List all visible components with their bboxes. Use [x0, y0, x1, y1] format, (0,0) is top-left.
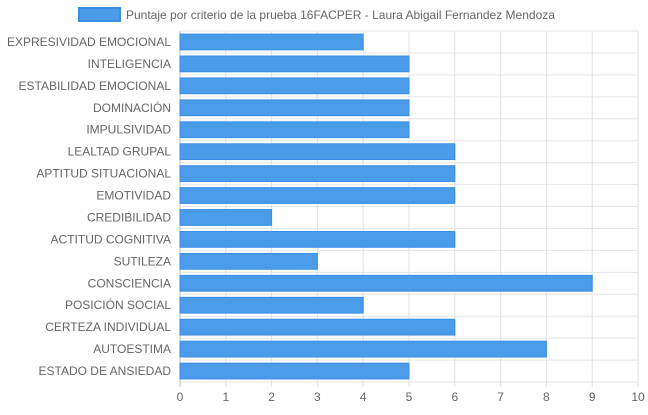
- bar[interactable]: [179, 340, 547, 358]
- category-label: CREDIBILIDAD: [87, 210, 171, 224]
- bar[interactable]: [179, 296, 364, 314]
- category-label: ACTITUD COGNITIVA: [51, 232, 171, 246]
- category-label: APTITUD SITUACIONAL: [36, 167, 171, 181]
- x-tick-label: 6: [451, 390, 458, 404]
- bar[interactable]: [179, 165, 456, 182]
- bar[interactable]: [179, 121, 410, 139]
- bar[interactable]: [179, 252, 318, 270]
- bars: [179, 33, 593, 380]
- bar[interactable]: [179, 318, 456, 336]
- x-tick-label: 1: [222, 390, 229, 404]
- x-tick-label: 8: [543, 390, 550, 404]
- category-label: ESTABILIDAD EMOCIONAL: [19, 79, 172, 93]
- x-tick-label: 4: [360, 390, 367, 404]
- category-label: DOMINACIÓN: [93, 100, 171, 115]
- bar[interactable]: [179, 55, 410, 73]
- x-tick-label: 9: [589, 390, 596, 404]
- legend[interactable]: Puntaje por criterio de la prueba 16FACP…: [78, 7, 555, 22]
- category-label: LEALTAD GRUPAL: [68, 145, 172, 159]
- category-label: POSICIÓN SOCIAL: [65, 297, 171, 312]
- bar[interactable]: [179, 209, 273, 226]
- bar[interactable]: [179, 99, 410, 117]
- x-tick-label: 3: [314, 390, 321, 404]
- category-labels: EXPRESIVIDAD EMOCIONAL INTELIGENCIA ESTABI…: [7, 35, 171, 378]
- x-tick-label: 10: [631, 390, 645, 404]
- bar[interactable]: [179, 33, 364, 51]
- category-label: CERTEZA INDIVIDUAL: [45, 320, 171, 334]
- category-label: EMOTIVIDAD: [96, 189, 171, 203]
- category-label: IMPULSIVIDAD: [86, 123, 171, 137]
- bar[interactable]: [179, 77, 410, 95]
- category-label: INTELIGENCIA: [88, 57, 171, 71]
- bar[interactable]: [179, 231, 456, 248]
- x-axis-ticks: 0 1 2 3 4 5 6 7 8 9 10: [177, 390, 645, 404]
- bar[interactable]: [179, 362, 410, 380]
- bar[interactable]: [179, 274, 593, 292]
- bar[interactable]: [179, 143, 456, 161]
- category-label: ESTADO DE ANSIEDAD: [39, 364, 172, 378]
- bar[interactable]: [179, 187, 456, 204]
- legend-label[interactable]: Puntaje por criterio de la prueba 16FACP…: [126, 8, 555, 22]
- category-label: SUTILEZA: [114, 254, 171, 268]
- x-tick-label: 5: [406, 390, 413, 404]
- category-label: CONSCIENCIA: [88, 276, 171, 290]
- legend-swatch[interactable]: [78, 7, 121, 22]
- x-tick-label: 0: [177, 390, 184, 404]
- category-label: EXPRESIVIDAD EMOCIONAL: [7, 35, 171, 49]
- category-label: AUTOESTIMA: [93, 342, 171, 356]
- x-tick-label: 7: [497, 390, 504, 404]
- x-tick-label: 2: [268, 390, 275, 404]
